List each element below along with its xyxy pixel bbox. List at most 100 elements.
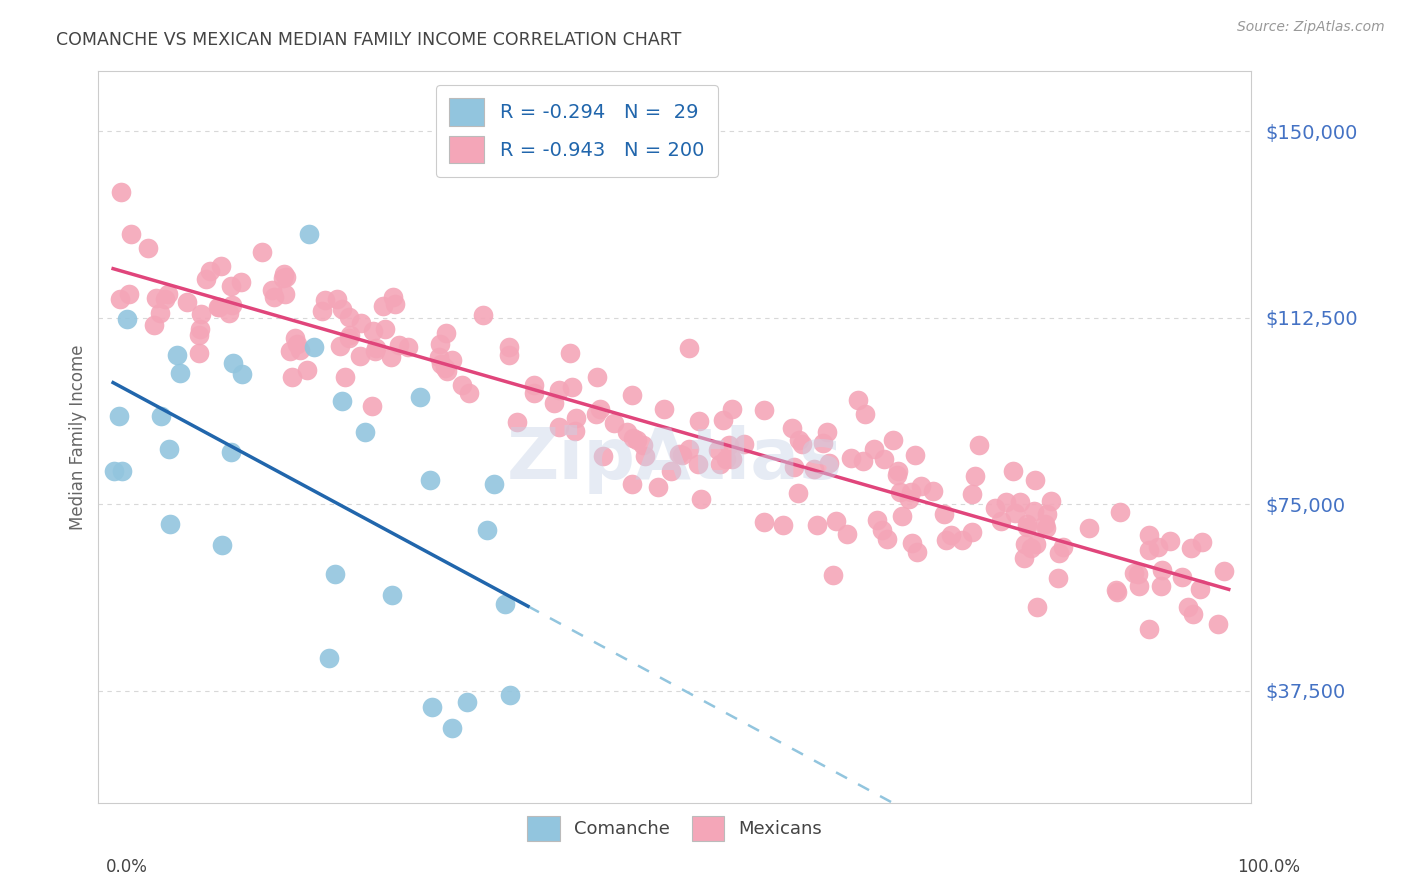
Point: [1126, 567, 1149, 582]
Point: [872, 523, 894, 537]
Point: [118, 287, 141, 301]
Point: [647, 480, 669, 494]
Point: [543, 396, 565, 410]
Point: [661, 464, 683, 478]
Point: [434, 326, 457, 341]
Point: [108, 409, 131, 423]
Text: COMANCHE VS MEXICAN MEDIAN FAMILY INCOME CORRELATION CHART: COMANCHE VS MEXICAN MEDIAN FAMILY INCOME…: [56, 31, 682, 49]
Point: [149, 306, 172, 320]
Point: [1182, 607, 1205, 621]
Point: [330, 301, 353, 316]
Point: [815, 425, 838, 439]
Point: [456, 695, 478, 709]
Point: [1206, 617, 1229, 632]
Point: [273, 267, 295, 281]
Point: [380, 350, 402, 364]
Point: [250, 245, 273, 260]
Point: [187, 328, 209, 343]
Point: [297, 363, 319, 377]
Point: [616, 425, 638, 439]
Point: [159, 516, 181, 531]
Point: [941, 528, 963, 542]
Point: [222, 356, 245, 370]
Point: [721, 401, 744, 416]
Point: [678, 341, 700, 355]
Point: [221, 298, 243, 312]
Point: [990, 514, 1012, 528]
Point: [887, 464, 910, 478]
Point: [678, 442, 700, 456]
Point: [329, 339, 352, 353]
Point: [752, 403, 775, 417]
Point: [668, 447, 690, 461]
Point: [835, 526, 858, 541]
Point: [419, 474, 441, 488]
Point: [349, 349, 371, 363]
Point: [361, 324, 384, 338]
Point: [333, 370, 356, 384]
Point: [709, 457, 731, 471]
Point: [273, 286, 295, 301]
Point: [1012, 550, 1035, 565]
Point: [231, 367, 253, 381]
Text: ZipAtlas: ZipAtlas: [508, 425, 842, 493]
Point: [547, 420, 569, 434]
Point: [262, 284, 284, 298]
Text: 100.0%: 100.0%: [1237, 858, 1301, 876]
Point: [284, 331, 307, 345]
Point: [1078, 521, 1101, 535]
Point: [984, 500, 1007, 515]
Point: [176, 295, 198, 310]
Point: [1022, 504, 1045, 518]
Point: [150, 409, 173, 423]
Point: [855, 407, 877, 421]
Point: [457, 386, 479, 401]
Point: [373, 299, 395, 313]
Point: [654, 401, 676, 416]
Point: [688, 457, 710, 471]
Point: [211, 538, 233, 552]
Point: [1024, 473, 1046, 487]
Point: [995, 494, 1018, 508]
Point: [889, 485, 911, 500]
Point: [271, 271, 294, 285]
Point: [711, 413, 734, 427]
Point: [339, 310, 361, 325]
Point: [360, 399, 382, 413]
Point: [166, 348, 188, 362]
Point: [866, 513, 889, 527]
Point: [311, 303, 333, 318]
Point: [1035, 520, 1057, 534]
Point: [886, 467, 908, 482]
Point: [337, 331, 360, 345]
Point: [897, 491, 920, 506]
Point: [353, 425, 375, 439]
Point: [506, 415, 529, 429]
Point: [1123, 566, 1146, 580]
Point: [671, 448, 693, 462]
Point: [733, 437, 755, 451]
Point: [523, 378, 546, 392]
Point: [1004, 506, 1026, 520]
Text: 0.0%: 0.0%: [105, 858, 148, 876]
Point: [409, 390, 432, 404]
Point: [1036, 507, 1059, 521]
Point: [1159, 533, 1181, 548]
Point: [589, 401, 612, 416]
Point: [720, 452, 742, 467]
Point: [198, 264, 221, 278]
Point: [441, 352, 464, 367]
Point: [1107, 585, 1129, 599]
Point: [932, 507, 955, 521]
Point: [498, 340, 520, 354]
Text: Source: ZipAtlas.com: Source: ZipAtlas.com: [1237, 20, 1385, 34]
Point: [364, 341, 387, 355]
Point: [689, 492, 711, 507]
Point: [783, 460, 806, 475]
Point: [772, 518, 794, 533]
Point: [440, 721, 463, 735]
Point: [218, 306, 240, 320]
Point: [707, 443, 730, 458]
Point: [969, 438, 991, 452]
Point: [145, 291, 167, 305]
